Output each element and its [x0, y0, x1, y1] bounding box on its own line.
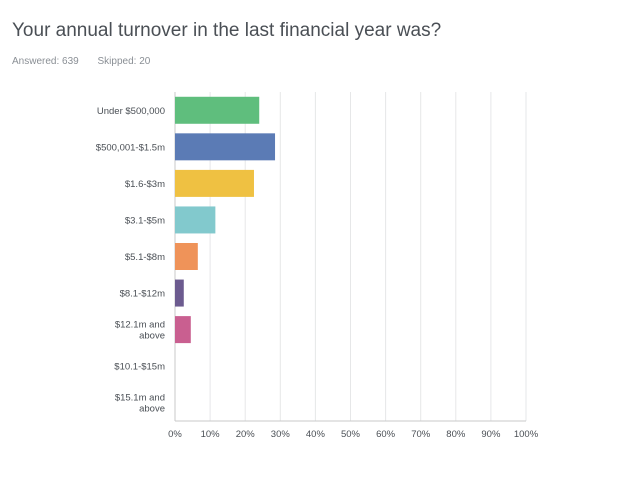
category-label: $5.1-$8m	[125, 252, 165, 263]
category-label: $500,001-$1.5m	[96, 142, 165, 153]
bar	[175, 316, 191, 344]
category-label: $1.6-$3m	[125, 179, 165, 190]
bar	[175, 243, 198, 270]
x-tick-label: 20%	[236, 429, 256, 440]
answered-count: Answered: 639	[12, 56, 79, 67]
bar	[175, 206, 216, 234]
category-label: $15.1m and	[115, 393, 165, 404]
category-label: Under $500,000	[97, 106, 165, 117]
category-label: $10.1-$15m	[114, 362, 165, 373]
x-tick-label: 50%	[341, 429, 361, 440]
category-label: $12.1m and	[115, 320, 165, 331]
x-tick-label: 0%	[168, 429, 182, 440]
response-stats: Answered: 639 Skipped: 20	[12, 56, 166, 67]
x-tick-label: 10%	[201, 429, 221, 440]
bar	[175, 169, 254, 197]
bar	[175, 133, 276, 161]
bar	[175, 279, 184, 307]
x-tick-label: 80%	[446, 429, 466, 440]
category-label: $3.1-$5m	[125, 215, 165, 226]
x-tick-label: 40%	[306, 429, 326, 440]
x-tick-label: 100%	[514, 429, 539, 440]
question-title: Your annual turnover in the last financi…	[12, 20, 442, 41]
category-label: above	[139, 404, 165, 415]
x-tick-label: 60%	[376, 429, 396, 440]
skipped-count: Skipped: 20	[97, 56, 151, 67]
x-tick-label: 70%	[411, 429, 431, 440]
x-tick-label: 90%	[481, 429, 501, 440]
bar	[175, 96, 260, 124]
category-label: above	[139, 331, 165, 342]
x-tick-label: 30%	[271, 429, 291, 440]
category-label: $8.1-$12m	[120, 289, 166, 300]
